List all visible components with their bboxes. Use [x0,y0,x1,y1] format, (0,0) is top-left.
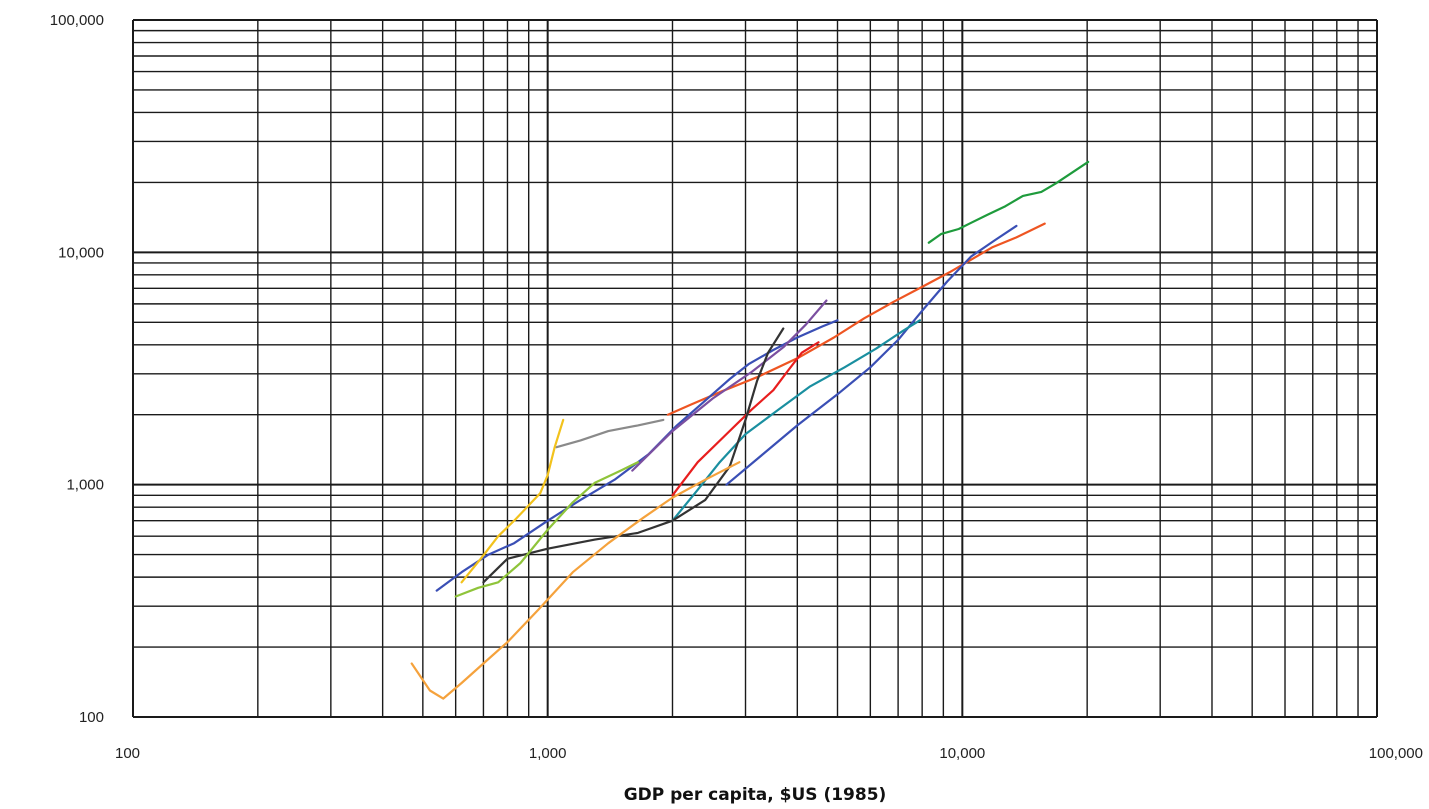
x-tick-label: 100,000 [1369,745,1423,762]
chart-tick-labels: 100 1,000 10,000 100,000 100 1,000 10,000 100,0… [50,12,1423,762]
series-line-4 [725,224,1018,486]
series-line-5 [631,299,828,472]
series-line-9 [555,418,665,449]
series-line-1 [927,160,1090,244]
series-line-12 [410,461,741,700]
series-line-8 [482,327,785,584]
y-tick-label: 100,000 [50,12,104,29]
series-line-10 [454,461,640,598]
series-line-6 [671,319,922,522]
x-tick-label: 100 [115,745,140,762]
series-line-11 [460,418,565,584]
y-tick-label: 10,000 [58,244,104,261]
chart-series [410,160,1090,700]
x-tick-label: 10,000 [939,745,985,762]
y-tick-label: 100 [79,709,104,726]
x-tick-label: 1,000 [529,745,567,762]
chart-gridlines [132,19,1378,718]
series-line-7 [671,341,820,497]
x-axis-title: GDP per capita, $US (1985) [624,785,887,805]
y-tick-label: 1,000 [66,477,104,494]
